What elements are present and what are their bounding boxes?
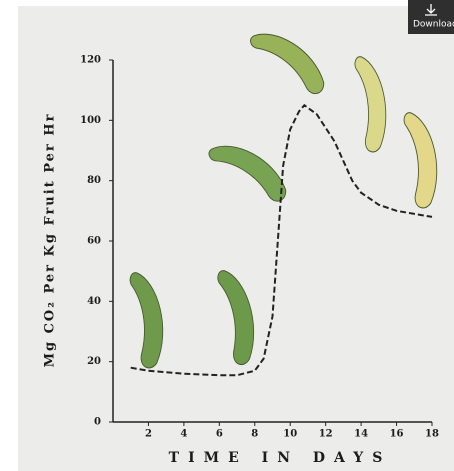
x-tick-label: 12 [319,429,333,440]
x-tick-label: 8 [251,429,258,440]
x-tick-label: 2 [145,429,152,440]
y-axis-label: Mg CO₂ Per Kg Fruit Per Hr [43,113,58,368]
y-tick-label: 0 [94,417,101,428]
x-axis-label: Time in Days [169,450,392,466]
download-text[interactable]: Download [413,20,454,30]
x-tick-label: 6 [216,429,223,440]
paper [18,6,454,471]
download-button[interactable]: Download [408,0,454,34]
x-tick-label: 18 [425,429,439,440]
y-tick-label: 80 [87,175,101,186]
y-tick-label: 20 [87,356,101,367]
x-tick-label: 10 [283,429,297,440]
y-tick-label: 60 [87,236,101,247]
y-tick-label: 120 [80,55,101,66]
x-tick-label: 4 [180,429,187,440]
y-tick-label: 40 [87,296,101,307]
x-tick-label: 16 [390,429,404,440]
screenshot: 0 20 40 60 80 100 120 2 4 6 8 10 12 14 16 18 Mg CO₂ Per… [0,0,454,471]
x-tick-label: 14 [354,429,368,440]
y-tick-label: 100 [80,115,101,126]
